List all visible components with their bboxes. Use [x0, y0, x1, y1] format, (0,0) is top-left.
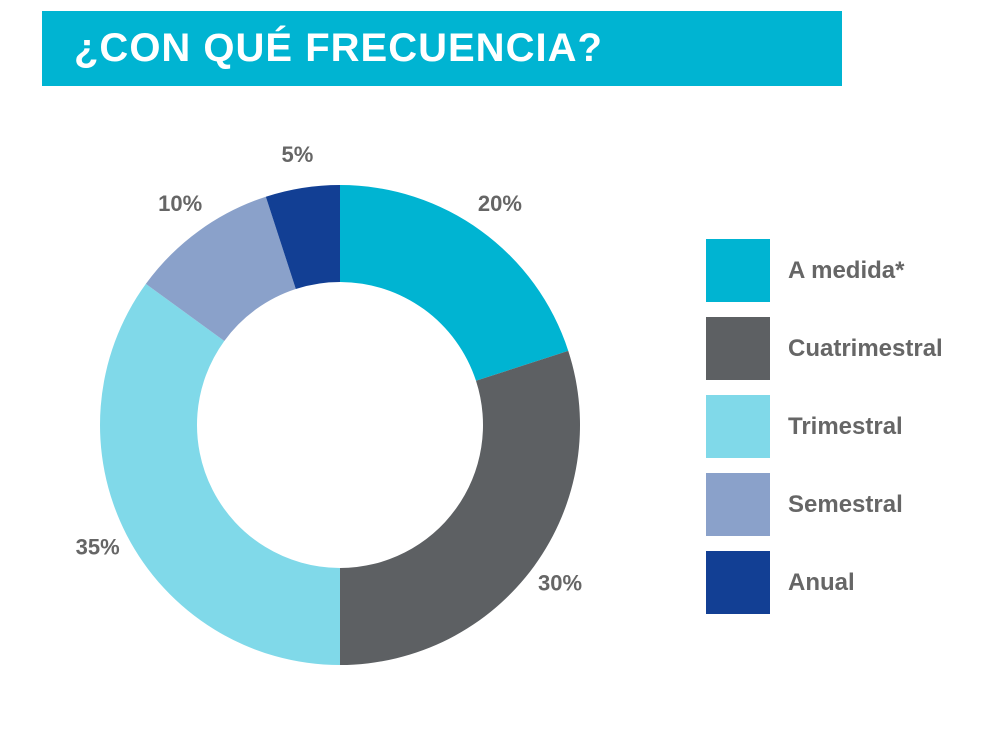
slice-label-2: 35% [76, 534, 120, 559]
slice-a-medida [340, 185, 569, 381]
legend-item: Trimestral [706, 395, 943, 458]
chart-legend: A medida* Cuatrimestral Trimestral Semestra… [706, 239, 943, 629]
slice-label-1: 30% [538, 571, 582, 596]
legend-swatch [706, 551, 770, 614]
slice-label-0: 20% [478, 191, 522, 216]
slice-label-3: 10% [158, 191, 202, 216]
legend-label: A medida* [788, 256, 905, 284]
legend-item: Anual [706, 551, 943, 614]
slice-label-4: 5% [282, 142, 314, 167]
legend-item: Cuatrimestral [706, 317, 943, 380]
legend-swatch [706, 395, 770, 458]
chart-title: ¿CON QUÉ FRECUENCIA? [74, 26, 603, 70]
legend-label: Semestral [788, 490, 903, 518]
slice-semestral [145, 196, 296, 341]
donut-chart: 20% 30% 35% 10% 5% [76, 142, 582, 665]
title-banner: ¿CON QUÉ FRECUENCIA? [42, 11, 842, 86]
legend-item: A medida* [706, 239, 943, 302]
legend-label: Anual [788, 568, 855, 596]
legend-swatch [706, 239, 770, 302]
legend-label: Cuatrimestral [788, 334, 943, 362]
legend-item: Semestral [706, 473, 943, 536]
legend-swatch [706, 317, 770, 380]
slice-trimestral [99, 283, 340, 665]
legend-swatch [706, 473, 770, 536]
slice-anual [265, 185, 340, 289]
slice-cuatrimestral [340, 350, 580, 665]
legend-label: Trimestral [788, 412, 903, 440]
